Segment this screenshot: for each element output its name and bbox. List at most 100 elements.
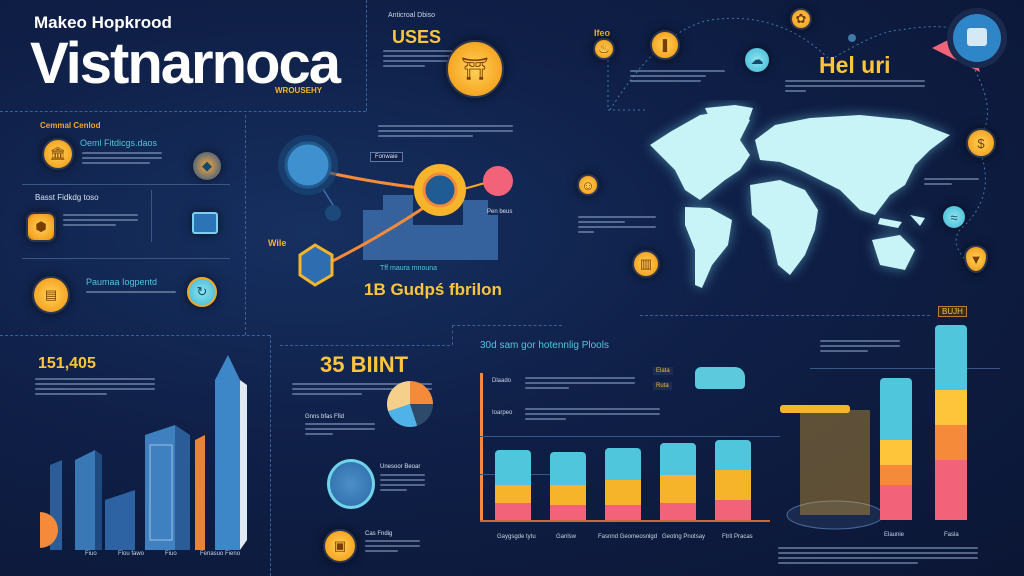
south-america	[685, 207, 732, 288]
bar	[880, 378, 912, 520]
divider	[366, 0, 367, 111]
item3-label: Cas Fndig	[365, 531, 393, 537]
temple-icon: ⛩	[446, 40, 504, 98]
row-label: Dlaado	[492, 378, 512, 384]
mid-stat: 35 BIINT	[320, 352, 409, 377]
world-map	[650, 105, 950, 288]
africa	[750, 180, 818, 275]
bar-label: Fasla	[944, 532, 959, 538]
bar-label: Ftrit Pracas	[722, 534, 753, 540]
node-label: Fonwaie	[370, 152, 403, 162]
divider	[452, 325, 562, 326]
gridline	[480, 436, 780, 437]
pie-label: Gnns bfas Ffid	[305, 414, 345, 420]
bar-label: Gaygsgde tytu	[497, 534, 536, 540]
buildings-stat: 151,405	[38, 355, 96, 372]
item2-label: Unesoor Beoar	[380, 464, 421, 470]
buildings-text	[35, 378, 155, 395]
row-label: Ioarpeo	[492, 410, 513, 416]
greenland	[705, 105, 753, 142]
map-connectors	[607, 17, 988, 266]
node-dot	[848, 34, 856, 42]
picture-icon	[192, 212, 218, 234]
flow-caption: Tff maura mnouna	[380, 265, 438, 272]
hexagon-icon	[298, 243, 334, 287]
book-icon: ▥	[632, 250, 660, 278]
map-title: Hel uri	[819, 52, 891, 78]
divider	[0, 335, 270, 336]
bar-label: Geotng Pnotsay	[662, 534, 706, 540]
item-title: Paumaa Iogpentd	[86, 277, 158, 287]
fish-icon: ≈	[943, 206, 965, 228]
item-text	[86, 291, 176, 293]
map-text	[630, 70, 725, 82]
building-label: Fenasuo Fieno	[200, 551, 241, 557]
eurasia	[755, 115, 950, 215]
chart-text	[525, 408, 660, 420]
divider	[151, 190, 152, 242]
megaphone-icon	[483, 166, 513, 196]
scroll-icon: ❚	[650, 30, 680, 60]
stacked-bars	[495, 325, 967, 530]
page-title: Vistnarnoca	[30, 31, 341, 96]
gridline	[640, 315, 930, 316]
legend-item: Ruta	[653, 382, 672, 390]
item-title: Basst Fidkdg toso	[35, 193, 99, 202]
gridline	[810, 368, 1000, 369]
person-icon	[40, 512, 58, 548]
globe-icon	[284, 141, 332, 189]
bar	[495, 450, 531, 520]
chart-baseline	[480, 520, 770, 522]
corner-label: Wile	[268, 238, 287, 248]
hexagon-building-icon: ⬢	[26, 212, 56, 242]
legend-item: Elata	[653, 367, 673, 375]
header-subtitle: Makeo Hopkrood	[34, 13, 172, 32]
flow-headline: 1B Gudpś fbrilon	[364, 280, 502, 299]
bar-label: Elaunie	[884, 532, 905, 538]
map-text	[785, 80, 925, 92]
building-label: Fiuo	[85, 551, 97, 557]
city-buildings	[363, 195, 498, 260]
bar-label: Ganlsw	[556, 534, 577, 540]
mid-text	[305, 423, 375, 435]
chart-text	[820, 340, 900, 352]
mid-text	[292, 383, 432, 395]
currency-icon: $	[966, 128, 996, 158]
bar	[715, 440, 751, 520]
pie-chart	[387, 381, 433, 427]
chart-title: 30d sam gor hotennlig Plools	[480, 340, 609, 351]
item-title: Oeml Fitdicgs.daos	[80, 138, 158, 148]
bar	[660, 443, 696, 520]
divider	[452, 325, 453, 345]
van-icon	[695, 367, 745, 389]
item-text	[82, 152, 162, 164]
divider	[22, 184, 230, 185]
top-badge: BUJH	[938, 306, 967, 317]
bird-icon: ✿	[790, 8, 812, 30]
pot-icon: ♨	[593, 38, 615, 60]
building-label: Flou fawo	[118, 551, 145, 557]
australia	[872, 235, 915, 270]
divider	[245, 115, 246, 335]
header-tagline: WROUSEHY	[275, 86, 323, 95]
building-label: Fiuo	[165, 551, 177, 557]
chart-text	[525, 377, 635, 389]
hologram-illustration	[780, 405, 884, 530]
left-section-title: Cemmal Cenlod	[40, 121, 101, 130]
divider	[0, 111, 366, 112]
uses-text	[383, 50, 453, 67]
map-text	[578, 216, 656, 233]
map-text	[924, 178, 979, 185]
skyscrapers-illustration	[40, 355, 247, 550]
uses-kicker: Anticroal Dbiso	[388, 12, 436, 19]
mid-text	[380, 474, 425, 491]
item-text	[63, 214, 138, 226]
temple-icon: 🏛	[42, 138, 74, 170]
uses-title: USES	[392, 27, 442, 47]
chart-footnote	[778, 547, 978, 564]
box-icon: ▣	[323, 529, 357, 563]
bar	[605, 448, 641, 520]
bar	[935, 325, 967, 520]
bar	[550, 452, 586, 520]
flow-diagram	[278, 135, 513, 287]
